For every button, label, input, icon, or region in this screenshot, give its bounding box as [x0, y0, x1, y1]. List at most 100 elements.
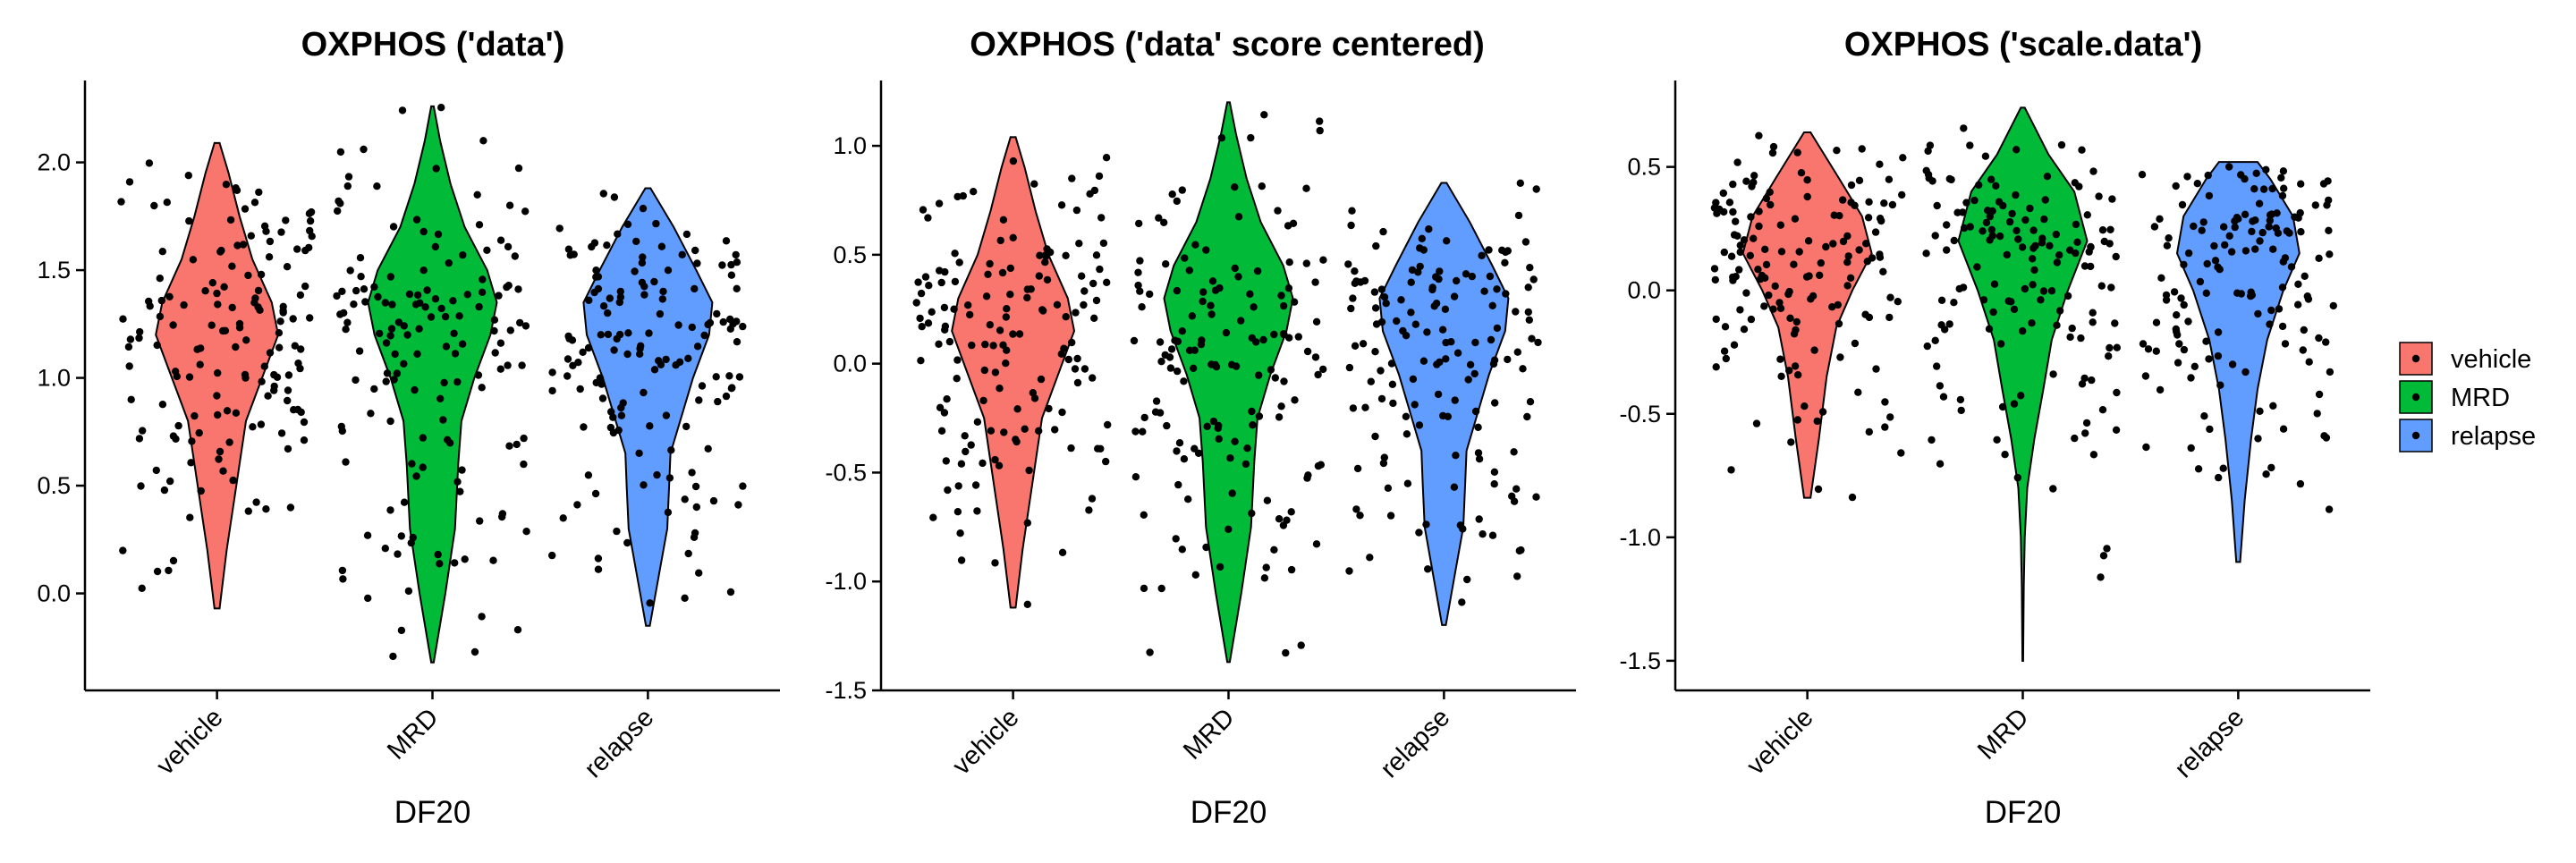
data-point [652, 219, 660, 228]
data-point [979, 459, 987, 468]
data-point [1058, 548, 1067, 556]
data-point [1377, 394, 1386, 403]
violin-relapse [582, 187, 714, 627]
data-point [2300, 326, 2308, 334]
data-point [1372, 241, 1380, 250]
data-point [1513, 572, 1521, 580]
panel-3: OXPHOS ('scale.data') -1.5 -1.0 -0.5 0.0 0.5 D… [1619, 26, 2370, 830]
data-point [189, 256, 198, 264]
data-point [1234, 273, 1242, 281]
data-point [2294, 300, 2302, 309]
data-point [180, 300, 188, 309]
data-point [1349, 294, 1357, 302]
data-point [1403, 479, 1412, 487]
data-point [1393, 317, 1401, 326]
data-point [2269, 245, 2277, 253]
data-point [291, 342, 299, 350]
data-point [389, 652, 397, 661]
data-point [222, 181, 231, 189]
data-point [214, 410, 222, 419]
data-point [1416, 244, 1424, 252]
data-point [953, 192, 962, 201]
data-point [1868, 254, 1877, 262]
data-point [2055, 251, 2063, 259]
data-point [659, 287, 667, 296]
panel-title: OXPHOS ('data') [301, 26, 565, 63]
data-point [1881, 423, 1889, 431]
data-point [364, 594, 372, 603]
data-point [1480, 287, 1488, 295]
data-point [282, 216, 290, 224]
data-point [1973, 263, 1981, 271]
data-point [1366, 554, 1374, 562]
data-point [1073, 354, 1081, 363]
data-point [984, 270, 992, 278]
data-point [232, 409, 241, 417]
data-point [1173, 197, 1182, 206]
data-point [156, 275, 164, 283]
data-point [301, 282, 309, 291]
data-point [1501, 258, 1509, 267]
data-point [695, 396, 703, 404]
legend-key-dot [2411, 431, 2420, 440]
data-point [1475, 455, 1484, 463]
data-point [445, 439, 454, 447]
data-point [1950, 299, 1958, 307]
y-tick-label: -1.5 [1619, 647, 1661, 674]
data-point [338, 566, 347, 575]
data-point [496, 339, 505, 347]
data-point [265, 253, 274, 261]
data-point [606, 294, 614, 302]
data-point [1197, 340, 1206, 349]
data-point [1931, 232, 1939, 240]
data-point [733, 258, 741, 267]
data-point [451, 350, 460, 358]
data-point [2089, 451, 2098, 459]
data-point [1231, 264, 1239, 273]
data-point [2150, 223, 2159, 231]
data-point [719, 317, 727, 326]
data-point [640, 291, 648, 299]
data-point [1384, 484, 1393, 492]
data-point [1386, 512, 1395, 520]
legend-key-dot [2411, 354, 2420, 363]
data-point [594, 554, 603, 563]
data-point [1970, 196, 1979, 205]
data-point [338, 287, 346, 295]
data-point [1344, 260, 1352, 268]
data-point [2190, 362, 2199, 370]
data-point [1377, 285, 1386, 293]
data-point [136, 327, 144, 336]
data-point [944, 486, 952, 495]
data-point [1956, 395, 1965, 404]
data-point [564, 332, 572, 341]
data-point [2017, 392, 2025, 400]
data-point [662, 355, 670, 364]
data-point [216, 447, 225, 456]
data-point [1089, 279, 1097, 288]
data-point [1035, 272, 1044, 280]
data-point [389, 223, 398, 231]
data-point [1072, 206, 1081, 215]
data-point [739, 482, 747, 490]
data-point [698, 382, 707, 390]
data-point [1761, 274, 1769, 282]
data-point [613, 334, 621, 343]
data-point [257, 270, 266, 279]
data-point [603, 241, 611, 250]
data-point [191, 411, 199, 420]
data-point [394, 550, 402, 558]
data-point [2028, 319, 2036, 327]
data-point [1302, 184, 1310, 192]
data-point [1434, 390, 1443, 399]
data-point [138, 584, 146, 592]
data-point [1762, 194, 1771, 203]
data-point [1267, 366, 1275, 374]
data-point [2267, 306, 2275, 315]
data-point [981, 340, 989, 349]
data-point [638, 278, 647, 287]
data-point [1371, 304, 1380, 312]
data-point [1009, 157, 1018, 165]
data-point [475, 221, 484, 229]
data-point [739, 322, 747, 331]
